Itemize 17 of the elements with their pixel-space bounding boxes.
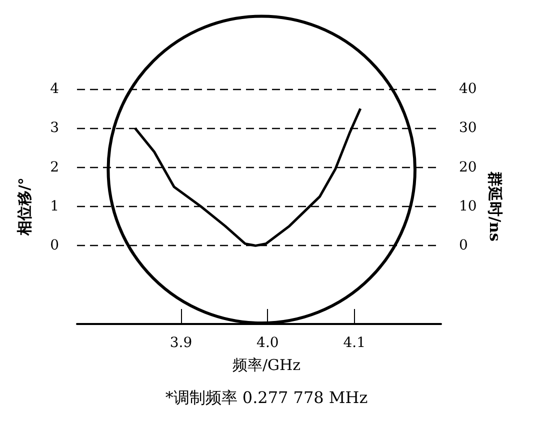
y-tick-label: 0	[50, 238, 59, 254]
y-axis-title: 相位移/°	[16, 178, 34, 236]
x-axis-title: 频率/GHz	[231, 356, 302, 375]
x-tick-label: 4.0	[256, 335, 279, 351]
y-tick-label: 4	[50, 81, 60, 97]
x-tick-label: 4.1	[343, 335, 366, 351]
y2-tick-label: 0	[459, 238, 468, 254]
y2-tick-label: 20	[459, 159, 477, 176]
x-tick-label: 3.9	[170, 335, 192, 351]
y2-tick-label: 10	[459, 198, 477, 214]
y2-tick-label: 30	[459, 120, 477, 136]
y2-axis-title: 群延时/ns	[486, 170, 504, 242]
y2-tick-label: 40	[459, 81, 477, 97]
y-tick-label: 2	[50, 159, 59, 176]
y-tick-label: 1	[50, 198, 59, 214]
y-tick-label: 3	[50, 120, 59, 136]
text: *调制频率 0.277 778 MHz	[164, 388, 369, 409]
